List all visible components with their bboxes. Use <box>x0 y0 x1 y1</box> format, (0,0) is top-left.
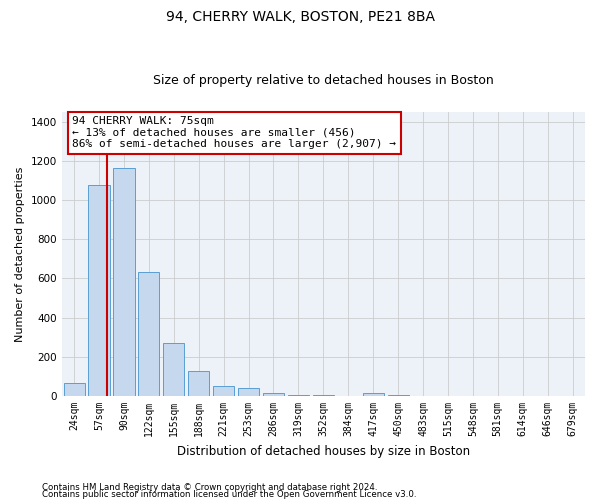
Bar <box>163 343 184 396</box>
Text: Contains HM Land Registry data © Crown copyright and database right 2024.: Contains HM Land Registry data © Crown c… <box>42 484 377 492</box>
X-axis label: Distribution of detached houses by size in Boston: Distribution of detached houses by size … <box>177 444 470 458</box>
Title: Size of property relative to detached houses in Boston: Size of property relative to detached ho… <box>153 74 494 87</box>
Bar <box>64 384 85 396</box>
Bar <box>362 393 384 396</box>
Bar <box>238 388 259 396</box>
Bar <box>88 186 110 396</box>
Bar <box>388 395 409 396</box>
Bar <box>113 168 134 396</box>
Text: 94 CHERRY WALK: 75sqm
← 13% of detached houses are smaller (456)
86% of semi-det: 94 CHERRY WALK: 75sqm ← 13% of detached … <box>72 116 396 149</box>
Bar <box>188 370 209 396</box>
Bar <box>213 386 234 396</box>
Bar <box>263 393 284 396</box>
Text: Contains public sector information licensed under the Open Government Licence v3: Contains public sector information licen… <box>42 490 416 499</box>
Text: 94, CHERRY WALK, BOSTON, PE21 8BA: 94, CHERRY WALK, BOSTON, PE21 8BA <box>166 10 434 24</box>
Bar <box>288 395 309 396</box>
Bar <box>138 272 160 396</box>
Y-axis label: Number of detached properties: Number of detached properties <box>15 166 25 342</box>
